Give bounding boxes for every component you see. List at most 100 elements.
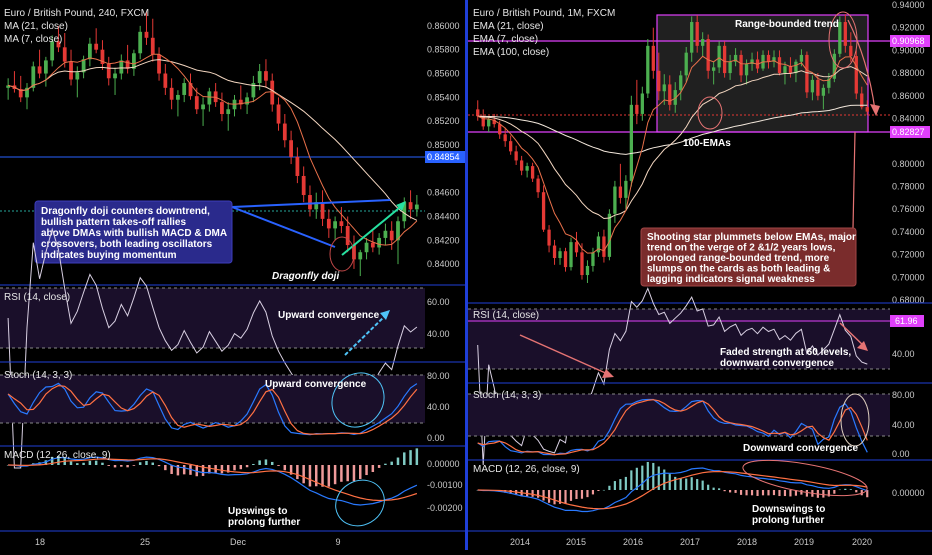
right-macd-tick-0: 0.00000 <box>892 488 925 498</box>
right-time-axis: 2014 2015 2016 2017 2018 2019 2020 <box>510 537 872 547</box>
macd-histogram-bar <box>94 460 98 465</box>
macd-histogram-bar <box>120 465 123 467</box>
right-down-arrowhead <box>870 104 880 116</box>
macd-histogram-bar <box>226 465 230 473</box>
left-annotations: Dragonfly doji counters downtrend, bullis… <box>34 199 406 282</box>
right-callout-pointer <box>852 131 856 229</box>
macd-histogram-bar <box>547 490 551 503</box>
left-legend-ma7: MA (7, close) <box>4 34 62 45</box>
macd-histogram-bar <box>270 461 274 465</box>
candle-body <box>525 166 529 171</box>
candle-body <box>783 66 787 74</box>
right-range-label: Range-bounded trend <box>735 19 839 30</box>
candle-body <box>854 56 858 94</box>
candle-body <box>739 54 743 76</box>
macd-histogram-bar <box>860 490 863 496</box>
right-signal-line <box>477 470 868 510</box>
price-tick-label: 0.84600 <box>427 188 460 198</box>
candle-body <box>257 71 262 84</box>
right-price-axis: 0.94000 0.92000 0.90000 0.88000 0.86000 0.840… <box>892 0 925 305</box>
right-stoch-title: Stoch (14, 3, 3) <box>473 390 541 401</box>
macd-histogram-bar <box>409 450 412 465</box>
right-low-circle <box>697 96 723 130</box>
right-macd-note: Downswings to prolong further <box>752 504 825 526</box>
macd-histogram-bar <box>327 465 331 487</box>
candle-body <box>624 180 628 198</box>
macd-histogram-bar <box>359 465 362 479</box>
left-signal-line <box>8 458 418 502</box>
left-rsi-title: RSI (14, close) <box>4 292 70 303</box>
right-macd-histogram <box>476 461 869 505</box>
right-stoch-tick-0: 0.00 <box>892 449 910 459</box>
price-tick-label: 0.85800 <box>427 45 460 55</box>
macd-histogram-bar <box>101 462 104 465</box>
candle-body <box>722 45 727 74</box>
macd-histogram-bar <box>635 467 638 490</box>
candle-body <box>150 37 155 55</box>
right-legend-ema100: EMA (100, close) <box>473 47 549 58</box>
price-tick-label: 0.70000 <box>892 272 925 282</box>
macd-histogram-bar <box>195 465 199 477</box>
candle-body <box>574 242 579 253</box>
time-tick-label: 2019 <box>794 537 814 547</box>
macd-histogram-bar <box>542 490 545 501</box>
macd-histogram-bar <box>107 465 110 466</box>
time-tick-label: 2014 <box>510 537 530 547</box>
macd-histogram-bar <box>805 490 808 497</box>
macd-histogram-bar <box>176 465 180 476</box>
macd-histogram-bar <box>849 489 852 490</box>
left-macd-tick-2: -0.00200 <box>427 503 463 513</box>
candle-body <box>364 242 369 253</box>
candle-body <box>558 251 562 259</box>
candle-body <box>377 237 382 248</box>
price-tick-label: 0.84000 <box>892 113 925 123</box>
right-badge-top-text: 0.90968 <box>892 36 925 46</box>
macd-histogram-bar <box>509 490 512 494</box>
left-macd-histogram <box>6 448 419 487</box>
candle-body <box>728 61 732 74</box>
left-macd-title: MACD (12, 26, close, 9) <box>4 450 111 461</box>
macd-histogram-bar <box>750 490 754 496</box>
left-stoch-note: Upward convergence <box>265 379 367 390</box>
macd-histogram-bar <box>340 465 343 482</box>
macd-histogram-bar <box>201 465 205 476</box>
macd-histogram-bar <box>718 488 721 490</box>
macd-histogram-bar <box>69 461 73 465</box>
candle-body <box>238 99 243 105</box>
candle-body <box>326 218 331 229</box>
macd-histogram-bar <box>674 476 677 490</box>
candle-body <box>750 59 754 64</box>
macd-histogram-bar <box>778 490 781 497</box>
right-rsi-pane: RSI (14, close) Faded strength at 60 lev… <box>468 287 924 466</box>
macd-histogram-bar <box>164 465 167 471</box>
right-down-arrow <box>847 19 876 111</box>
candle-body <box>591 252 595 266</box>
left-rsi-pane: RSI (14, close) Upward convergence 60.00… <box>0 227 450 469</box>
candle-body <box>673 90 677 105</box>
price-tick-label: 0.92000 <box>892 23 925 33</box>
macd-histogram-bar <box>761 490 765 496</box>
macd-histogram-bar <box>415 448 419 465</box>
price-tick-label: 0.80000 <box>892 159 925 169</box>
candle-body <box>43 60 48 74</box>
macd-histogram-bar <box>44 460 48 465</box>
candle-body <box>498 124 502 135</box>
candle-body <box>308 195 312 210</box>
candle-body <box>646 45 650 94</box>
macd-histogram-bar <box>767 490 770 496</box>
right-macd-line <box>477 467 868 513</box>
candle-body <box>668 84 672 105</box>
macd-histogram-bar <box>822 490 825 498</box>
macd-histogram-bar <box>586 490 589 498</box>
macd-histogram-bar <box>580 490 584 499</box>
price-tick-label: 0.72000 <box>892 250 925 260</box>
left-callout-text: Dragonfly doji counters downtrend, bullis… <box>41 206 227 261</box>
candle-body <box>772 57 776 62</box>
macd-histogram-bar <box>371 465 375 473</box>
macd-histogram-bar <box>302 465 305 484</box>
left-price-badge <box>425 151 465 163</box>
left-legend-ma21: MA (21, close) <box>4 21 68 32</box>
candle-body <box>481 116 485 127</box>
candle-body <box>640 93 644 114</box>
macd-histogram-bar <box>88 460 92 465</box>
